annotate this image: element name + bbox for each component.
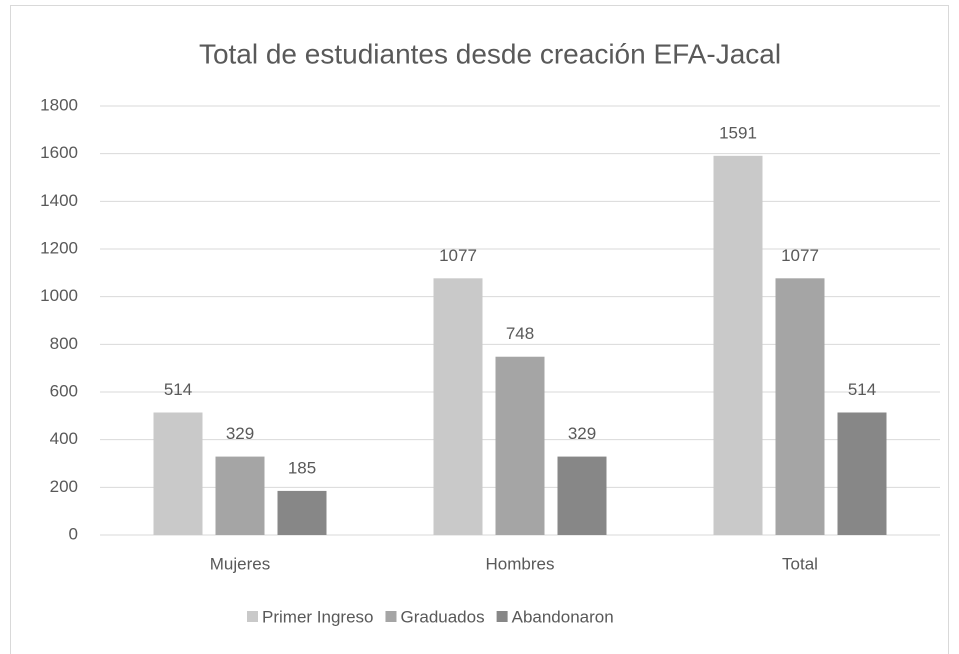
bar: [153, 412, 203, 535]
legend-swatch: [496, 611, 508, 622]
data-label: 329: [568, 424, 596, 443]
bar: [557, 456, 607, 535]
data-label: 1077: [781, 246, 819, 265]
y-tick-label: 400: [50, 429, 78, 448]
bar: [713, 155, 763, 536]
data-label: 514: [164, 380, 192, 399]
bar: [277, 490, 327, 535]
data-label: 1591: [719, 123, 757, 142]
x-tick-label: Mujeres: [210, 554, 270, 573]
y-tick-label: 0: [69, 524, 78, 543]
bar: [215, 456, 265, 535]
bar: [775, 278, 825, 535]
x-tick-label: Total: [782, 554, 818, 573]
legend-swatch: [247, 611, 258, 622]
chart-title: Total de estudiantes desde creación EFA-…: [199, 38, 781, 69]
legend-label: Abandonaron: [512, 607, 614, 626]
bar: [433, 278, 483, 535]
y-tick-label: 1600: [40, 143, 78, 162]
y-tick-label: 200: [50, 477, 78, 496]
y-tick-label: 800: [50, 334, 78, 353]
y-tick-label: 1800: [40, 95, 78, 114]
x-tick-label: Hombres: [486, 554, 555, 573]
y-tick-label: 1200: [40, 238, 78, 257]
data-label: 1077: [439, 246, 477, 265]
legend-swatch: [385, 611, 397, 622]
data-label: 514: [848, 380, 876, 399]
data-label: 329: [226, 424, 254, 443]
legend-label: Primer Ingreso: [262, 607, 373, 626]
bar: [837, 412, 887, 535]
y-tick-label: 600: [50, 381, 78, 400]
data-label: 748: [506, 324, 534, 343]
bar: [495, 356, 545, 535]
legend-label: Graduados: [400, 607, 484, 626]
y-tick-label: 1400: [40, 191, 78, 210]
data-label: 185: [288, 458, 316, 477]
y-tick-label: 1000: [40, 286, 78, 305]
